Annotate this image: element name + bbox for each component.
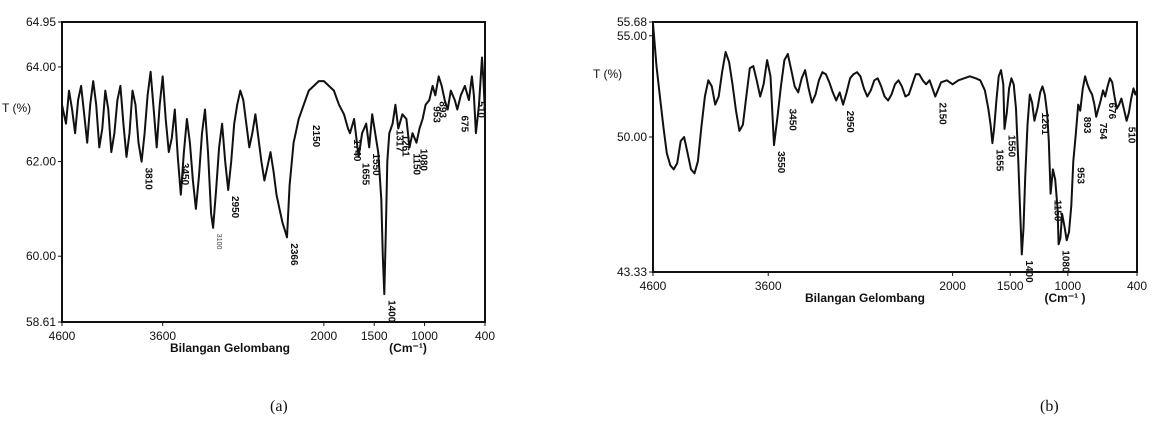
x-axis-unit: (Cm⁻¹ ) <box>1045 291 1086 305</box>
peak-label: 1400 <box>385 300 396 323</box>
peak-label: 3450 <box>179 163 190 186</box>
peak-label: 1317 <box>394 130 405 153</box>
y-tick-label: 55.68 <box>617 15 647 29</box>
peak-label: 3450 <box>787 109 798 132</box>
x-axis-title: Bilangan Gelombang <box>170 341 290 355</box>
plot-frame <box>652 21 1138 273</box>
peak-label: 1550 <box>370 153 381 176</box>
peak-label: 1740 <box>351 139 362 162</box>
panel-caption-a: (a) <box>270 398 288 415</box>
peak-label: 893 <box>436 101 447 118</box>
peak-label: 1261 <box>1039 113 1050 136</box>
peak-label: 1150 <box>411 153 422 175</box>
y-tick-label: 58.61 <box>26 315 56 329</box>
peak-label: 2150 <box>936 103 947 126</box>
x-tick-label: 2000 <box>939 279 966 293</box>
y-tick-label: 43.33 <box>617 265 647 279</box>
peak-label: 510 <box>1125 127 1136 144</box>
peak-label: 676 <box>1106 103 1117 120</box>
peak-label: 1080 <box>418 149 429 172</box>
y-tick-label: 64.00 <box>26 60 56 74</box>
x-tick-label: 3600 <box>755 279 782 293</box>
peak-label: 953 <box>430 106 441 123</box>
y-tick-label: 50.00 <box>617 130 647 144</box>
peak-label: 1400 <box>1023 260 1034 283</box>
x-tick-label: 400 <box>1127 279 1147 293</box>
peak-label: 675 <box>458 116 469 133</box>
peak-label: 2150 <box>310 125 321 148</box>
peak-label: 510 <box>475 101 486 118</box>
peak-label: 2950 <box>844 111 855 134</box>
peak-label: 1655 <box>360 163 371 186</box>
peak-label: 953 <box>1074 167 1085 184</box>
x-tick-label: 3600 <box>149 329 176 343</box>
y-axis-title: T (%) <box>593 67 622 81</box>
peak-label: 1550 <box>1006 135 1017 158</box>
y-tick-label: 55.00 <box>617 29 647 43</box>
y-tick-label: 60.00 <box>26 249 56 263</box>
spectrum-trace <box>61 56 486 296</box>
y-axis-title: T (%) <box>2 101 31 115</box>
y-tick-label: 62.00 <box>26 155 56 169</box>
x-tick-label: 1000 <box>411 329 438 343</box>
peak-label: 754 <box>1097 123 1108 140</box>
peak-label: 1080 <box>1060 250 1071 273</box>
plot-frame <box>61 21 486 323</box>
peak-label: 2366 <box>288 243 299 266</box>
x-tick-label: 400 <box>475 329 495 343</box>
peak-label: 1150 <box>1052 200 1063 222</box>
x-tick-label: 4600 <box>640 279 667 293</box>
peak-label: 3810 <box>143 168 154 191</box>
x-axis-unit: (Cm⁻¹) <box>389 341 427 355</box>
peak-label: 3550 <box>775 151 786 174</box>
x-axis-title: Bilangan Gelombang <box>805 291 925 305</box>
peak-label: 2950 <box>229 196 240 219</box>
peak-label: 1261 <box>399 135 410 158</box>
y-tick-label: 64.95 <box>26 15 56 29</box>
x-tick-label: 1000 <box>1055 279 1082 293</box>
panel-caption-b: (b) <box>1040 398 1059 415</box>
spectrum-trace <box>652 23 1138 256</box>
peak-label: 1655 <box>993 149 1004 172</box>
x-tick-label: 1500 <box>997 279 1024 293</box>
peak-label: 3100 <box>215 234 222 250</box>
x-tick-label: 1500 <box>361 329 388 343</box>
peak-label: 893 <box>1081 117 1092 134</box>
ftir-spectrum-panel-b: 55.68 55.00 50.00 43.33 4600 3600 2000 1500 1000… <box>585 0 1167 423</box>
x-tick-label: 2000 <box>311 329 338 343</box>
ftir-spectrum-panel-a: 64.95 64.00 62.00 60.00 58.61 4600 3600 2000 150… <box>0 0 560 423</box>
x-tick-label: 4600 <box>49 329 76 343</box>
